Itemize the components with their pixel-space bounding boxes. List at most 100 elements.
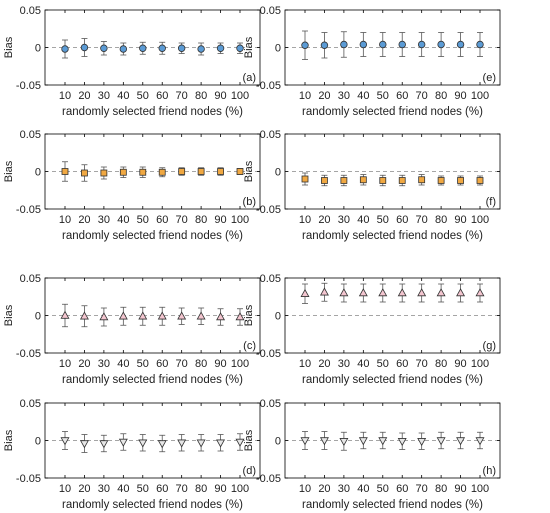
x-tick-label: 70 <box>176 214 188 226</box>
x-tick-label: 50 <box>377 358 389 370</box>
x-axis-label: randomly selected friend nodes (%) <box>302 499 483 511</box>
marker-square <box>321 177 328 184</box>
marker-triangle-up <box>378 288 388 297</box>
marker-square <box>119 168 127 176</box>
x-tick-label: 40 <box>117 214 129 226</box>
panel-c: 0.05 0 -0.05 Bias 10 20 30 40 50 60 70 80 90 100 rando… <box>3 273 261 386</box>
marker-circle <box>197 45 205 53</box>
y-tick-label: 0.05 <box>20 398 41 410</box>
y-tick-label: 0 <box>275 311 281 323</box>
x-tick-label: 20 <box>318 358 330 370</box>
x-axis-label: randomly selected friend nodes (%) <box>302 374 483 386</box>
marker-square <box>476 177 484 184</box>
x-tick-label: 100 <box>231 214 249 226</box>
panel-label: (a) <box>243 72 256 84</box>
marker-circle <box>417 40 426 49</box>
x-tick-label: 90 <box>454 358 466 370</box>
marker-circle <box>61 45 69 53</box>
marker-square <box>100 169 108 177</box>
marker-circle <box>139 44 147 52</box>
x-tick-label: 90 <box>214 358 226 370</box>
marker-square <box>437 177 445 184</box>
marker-triangle-up <box>339 288 349 297</box>
x-tick-label: 100 <box>471 214 489 226</box>
y-axis-label: Bias <box>3 36 15 58</box>
y-tick-label: 0 <box>275 43 281 55</box>
marker-square <box>158 168 166 176</box>
x-tick-label: 20 <box>78 90 90 102</box>
x-tick-label: 70 <box>416 358 428 370</box>
x-tick-label: 100 <box>231 483 249 495</box>
x-tick-label: 90 <box>454 483 466 495</box>
marker-circle <box>80 43 89 52</box>
marker-triangle-up <box>397 288 407 297</box>
y-axis-label: Bias <box>3 160 15 182</box>
marker-triangle-up <box>177 311 187 320</box>
x-tick-label: 70 <box>176 483 188 495</box>
x-tick-label: 80 <box>195 358 207 370</box>
x-tick-label: 60 <box>156 358 168 370</box>
y-tick-label: -0.05 <box>256 348 281 360</box>
marker-triangle-down <box>216 439 226 448</box>
x-tick-label: 90 <box>454 90 466 102</box>
x-tick-label: 30 <box>98 90 110 102</box>
panel-a: 0.05 0 -0.05 Bias 10 20 30 40 50 60 70 80 90 100 rando… <box>3 5 261 118</box>
x-tick-label: 10 <box>299 358 311 370</box>
y-axis-label: Bias <box>243 36 255 58</box>
x-axis-label: randomly selected friend nodes (%) <box>302 106 483 118</box>
y-tick-label: 0.05 <box>260 129 281 141</box>
x-tick-label: 60 <box>396 214 408 226</box>
marker-triangle-down <box>177 439 187 448</box>
x-tick-label: 10 <box>299 214 311 226</box>
marker-circle <box>456 40 465 49</box>
x-tick-label: 30 <box>338 214 350 226</box>
x-tick-label: 90 <box>214 214 226 226</box>
x-tick-label: 70 <box>416 483 428 495</box>
marker-triangle-up <box>196 311 206 320</box>
x-tick-label: 100 <box>471 358 489 370</box>
panel-label: (f) <box>486 196 496 208</box>
marker-circle <box>379 40 387 49</box>
x-tick-label: 40 <box>357 483 369 495</box>
x-tick-label: 100 <box>231 358 249 370</box>
y-axis-label: Bias <box>243 160 255 182</box>
x-tick-label: 60 <box>396 358 408 370</box>
panel-f: 0.05 0 -0.05 Bias 10 20 30 40 50 60 70 80 90 100 rando… <box>243 129 501 242</box>
marker-square <box>418 176 426 184</box>
marker-triangle-up <box>235 312 245 321</box>
x-tick-label: 80 <box>435 483 447 495</box>
marker-triangle-down <box>397 438 407 447</box>
y-axis-label: Bias <box>243 429 255 451</box>
marker-circle <box>119 45 128 53</box>
y-tick-label: 0.05 <box>260 5 281 17</box>
x-tick-label: 100 <box>471 483 489 495</box>
y-tick-label: 0 <box>275 167 281 179</box>
y-tick-label: -0.05 <box>256 204 281 216</box>
marker-triangle-down <box>157 440 167 449</box>
x-tick-label: 60 <box>396 483 408 495</box>
marker-triangle-up <box>456 288 466 297</box>
marker-triangle-up <box>300 288 310 297</box>
marker-triangle-down <box>118 438 128 447</box>
x-tick-label: 10 <box>59 358 71 370</box>
x-tick-label: 80 <box>435 90 447 102</box>
x-tick-label: 30 <box>338 358 350 370</box>
y-tick-label: 0.05 <box>260 398 281 410</box>
x-tick-label: 80 <box>435 358 447 370</box>
y-tick-label: 0.05 <box>20 5 41 17</box>
marker-triangle-up <box>436 288 446 297</box>
x-tick-label: 50 <box>137 483 149 495</box>
y-tick-label: -0.05 <box>16 348 41 360</box>
x-tick-label: 30 <box>98 214 110 226</box>
panel-d: 0.05 0 -0.05 Bias 10 20 30 40 50 60 70 80 90 100 rando… <box>3 398 261 511</box>
x-tick-label: 60 <box>156 214 168 226</box>
x-tick-label: 50 <box>377 214 389 226</box>
x-tick-label: 30 <box>98 358 110 370</box>
x-tick-label: 70 <box>416 90 428 102</box>
y-tick-label: 0 <box>35 311 41 323</box>
x-tick-label: 50 <box>377 90 389 102</box>
x-tick-label: 20 <box>318 483 330 495</box>
marker-triangle-down <box>378 437 388 446</box>
x-tick-label: 20 <box>78 483 90 495</box>
